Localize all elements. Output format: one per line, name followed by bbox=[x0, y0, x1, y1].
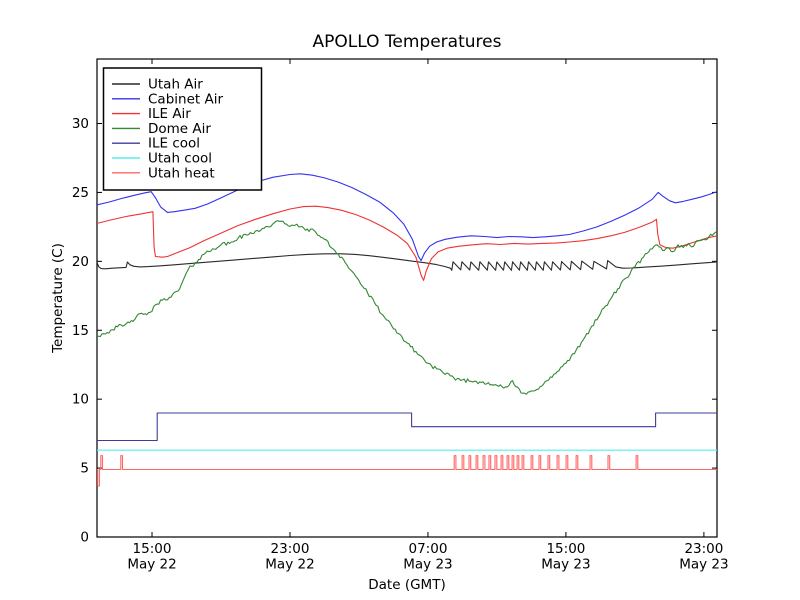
series-line-ile-cool bbox=[97, 412, 717, 442]
y-tick-label: 15 bbox=[72, 323, 89, 339]
x-tick-label: May 22 bbox=[127, 557, 176, 573]
x-tick-label: 15:00 bbox=[546, 541, 585, 557]
chart-title: APOLLO Temperatures bbox=[313, 32, 502, 52]
series-line-utah-heat bbox=[97, 455, 717, 487]
x-axis-label: Date (GMT) bbox=[368, 577, 445, 593]
legend-label-ile-cool: ILE cool bbox=[148, 136, 200, 152]
legend-label-ile-air: ILE Air bbox=[148, 106, 191, 122]
x-tick-label: 15:00 bbox=[133, 541, 172, 557]
series-line-cabinet-air bbox=[97, 173, 717, 262]
y-tick-label: 10 bbox=[72, 392, 89, 408]
legend-label-utah-cool: Utah cool bbox=[148, 151, 212, 167]
x-tick-label: May 23 bbox=[679, 557, 728, 573]
y-tick-label: 5 bbox=[80, 461, 89, 477]
y-tick-label: 0 bbox=[80, 530, 89, 546]
x-tick-label: 07:00 bbox=[409, 541, 448, 557]
legend-label-dome-air: Dome Air bbox=[148, 121, 211, 137]
legend-label-utah-air: Utah Air bbox=[148, 77, 203, 93]
x-tick-label: May 23 bbox=[403, 557, 452, 573]
legend-label-utah-heat: Utah heat bbox=[148, 165, 215, 181]
x-tick-label: 23:00 bbox=[271, 541, 310, 557]
series-line-dome-air bbox=[97, 220, 717, 395]
legend-label-cabinet-air: Cabinet Air bbox=[148, 91, 223, 107]
x-tick-label: 23:00 bbox=[684, 541, 723, 557]
y-tick-label: 20 bbox=[72, 254, 89, 270]
x-tick-label: May 22 bbox=[265, 557, 314, 573]
y-tick-label: 25 bbox=[72, 185, 89, 201]
series-line-ile-air bbox=[97, 205, 717, 281]
y-axis-label: Temperature (C) bbox=[50, 243, 66, 354]
y-tick-label: 30 bbox=[72, 116, 89, 132]
axes-frame bbox=[96, 58, 718, 538]
series-line-utah-air bbox=[97, 253, 717, 271]
x-tick-label: May 23 bbox=[541, 557, 590, 573]
series-group bbox=[97, 173, 717, 487]
